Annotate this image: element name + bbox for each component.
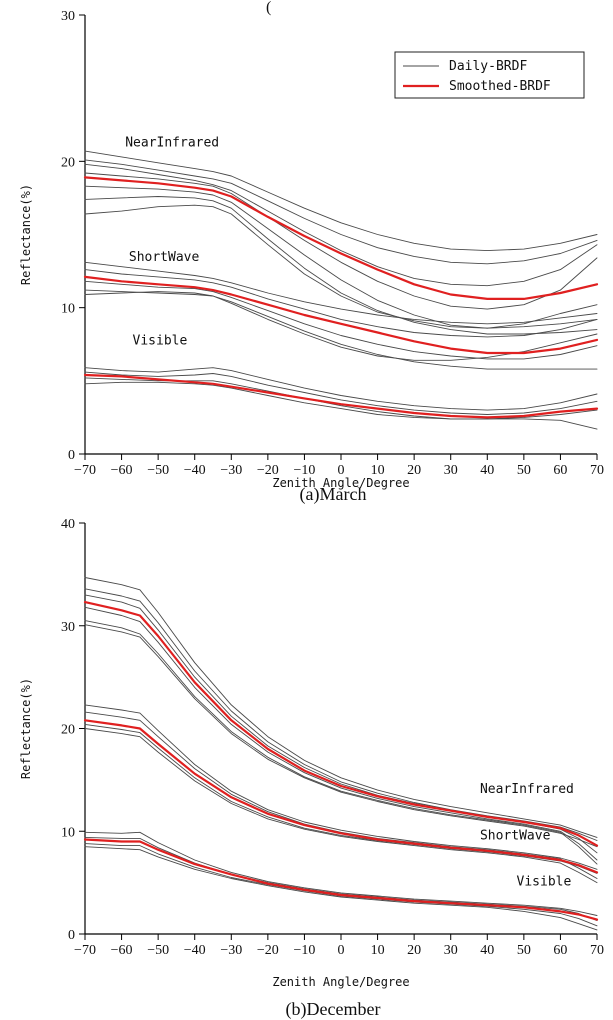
smoothed-brdf-line-nearinfrared [83,176,599,300]
x-tick-label: 50 [517,943,531,958]
x-tick-label: −20 [257,943,279,958]
daily-brdf-line-nearinfrared [84,150,598,252]
smoothed-brdf-line-shortwave [83,719,599,874]
y-tick-label: 10 [61,825,75,840]
x-axis-title: Zenith Angle/Degree [272,975,409,989]
daily-brdf-line-shortwave [84,269,598,338]
smoothed-brdf-line-nearinfrared [83,600,599,847]
y-tick-label: 30 [61,620,75,635]
y-tick-label: 40 [61,517,75,532]
x-tick-label: 20 [407,943,421,958]
daily-brdf-line-nearinfrared [84,620,598,865]
x-tick-label: 20 [407,463,421,478]
chart-panel-december: −70 −60 −50 −40 −30 −20 −10 0 10 20 30 40 50 60 70 0 10 2… [19,517,604,1020]
daily-brdf-line-shortwave [84,261,598,325]
x-tick-label: −50 [147,943,169,958]
x-tick-label: 40 [480,943,494,958]
band-label-nearinfrared: NearInfrared [480,782,574,797]
y-tick-label: 30 [61,9,75,24]
x-axis-title: Zenith Angle/Degree [272,476,409,490]
daily-brdf-line-nearinfrared [84,588,598,841]
daily-brdf-line-nearinfrared [84,196,598,335]
daily-brdf-line-shortwave [84,280,598,360]
x-tick-label: −30 [220,463,242,478]
daily-brdf-line-nearinfrared [84,159,598,265]
x-tick-label: 10 [371,463,385,478]
band-label-visible: Visible [133,333,188,348]
x-tick-label: 50 [517,463,531,478]
x-tick-label: −60 [111,463,133,478]
legend-label: Daily-BRDF [449,59,527,74]
x-tick-label: −70 [74,463,96,478]
band-label-shortwave: ShortWave [480,828,551,843]
y-tick-label: 0 [68,928,75,943]
x-tick-label: 40 [480,463,494,478]
daily-brdf-line-visible [84,831,598,916]
daily-brdf-line-nearinfrared [84,163,598,287]
x-tick-label: −60 [111,943,133,958]
daily-brdf-line-shortwave [84,291,598,361]
x-tick-label: −10 [293,943,315,958]
y-tick-label: 20 [61,723,75,738]
x-tick-label: 60 [553,463,567,478]
panel-caption: (a)March [300,484,367,505]
x-tick-label: 30 [444,943,458,958]
y-axis-title: Reflectance(%) [19,678,33,779]
band-label-visible: Visible [517,875,572,890]
x-tick-label: −20 [257,463,279,478]
cropped-top-text: ( [266,0,271,16]
x-tick-label: −70 [74,943,96,958]
daily-brdf-line-visible [84,371,598,415]
y-axis-title: Reflectance(%) [19,184,33,285]
y-tick-label: 10 [61,302,75,317]
x-tick-label: 10 [371,943,385,958]
x-tick-label: −40 [184,463,206,478]
x-tick-label: 70 [590,463,604,478]
legend-box [394,51,585,99]
x-tick-label: 0 [338,943,345,958]
legend: Daily-BRDF Smoothed-BRDF [394,51,585,99]
daily-brdf-line-nearinfrared [84,204,598,329]
chart-panel-march: −70 −60 −50 −40 −30 −20 −10 0 10 20 30 40 50 60 70 0 10 2… [19,9,604,505]
daily-brdf-line-nearinfrared [84,185,598,329]
daily-brdf-line-nearinfrared [84,606,598,861]
x-tick-label: −30 [220,943,242,958]
daily-brdf-line-shortwave [84,289,598,370]
daily-brdf-line-visible [84,381,598,430]
daily-brdf-line-nearinfrared [84,594,598,854]
x-tick-label: −40 [184,943,206,958]
daily-brdf-line-shortwave [84,704,598,870]
y-tick-label: 0 [68,448,75,463]
band-label-nearinfrared: NearInfrared [125,136,219,151]
band-label-shortwave: ShortWave [129,250,200,265]
smoothed-brdf-line-shortwave [83,275,599,355]
daily-brdf-line-nearinfrared [84,624,598,848]
x-tick-label: 0 [338,463,345,478]
smoothed-brdf-line-visible [83,373,599,419]
x-tick-label: −10 [293,463,315,478]
x-tick-label: 70 [590,943,604,958]
x-tick-label: 60 [553,943,567,958]
smoothed-brdf-line-visible [83,838,599,921]
daily-brdf-line-visible [84,367,598,411]
daily-brdf-line-visible [84,846,598,931]
x-tick-label: −50 [147,463,169,478]
x-tick-label: 30 [444,463,458,478]
legend-label: Smoothed-BRDF [449,79,551,94]
panel-caption: (b)December [286,999,381,1020]
daily-brdf-line-nearinfrared [84,577,598,838]
daily-brdf-line-shortwave [84,728,598,884]
y-tick-label: 20 [61,155,75,170]
daily-brdf-line-nearinfrared [84,172,598,310]
